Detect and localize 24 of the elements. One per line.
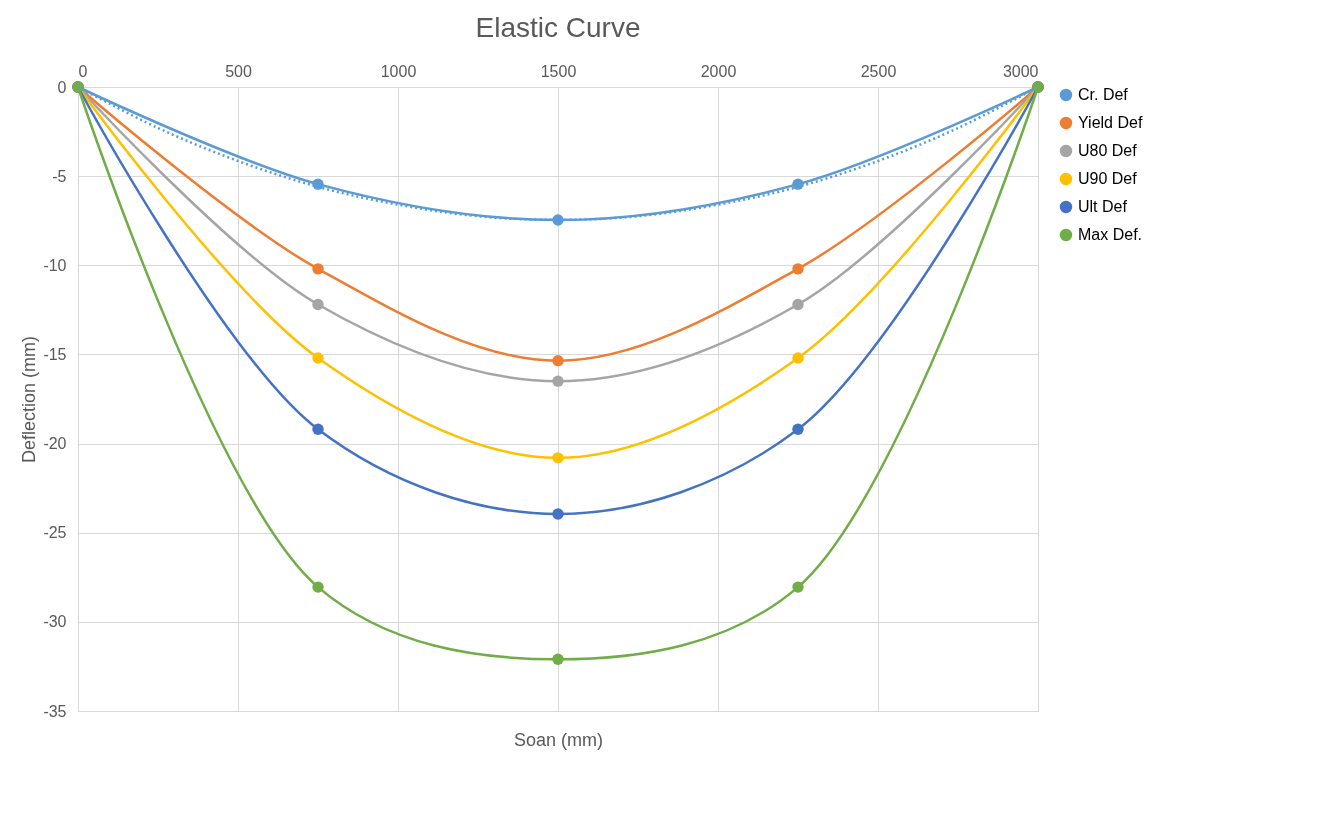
y-tick-label: -20 [43, 435, 67, 453]
legend-label: Yield Def [1078, 114, 1143, 131]
x-tick-label: 1500 [540, 62, 577, 80]
chart-title: Elastic Curve [475, 12, 641, 43]
legend-label: Max Def. [1078, 226, 1143, 243]
y-axis-title: Deflection (mm) [19, 335, 40, 464]
y-tick-label: 0 [57, 78, 67, 96]
legend-label: Cr. Def [1078, 86, 1129, 103]
x-axis-title: Soan (mm) [513, 729, 604, 750]
y-tick-label: -25 [43, 524, 67, 542]
legend-label: U80 Def [1078, 142, 1138, 159]
y-tick-label: -10 [43, 256, 67, 274]
legend-label: Ult Def [1078, 198, 1128, 215]
y-tick-label: -35 [43, 702, 67, 720]
x-tick-label: 1000 [380, 62, 417, 80]
x-tick-label: 2000 [700, 62, 737, 80]
y-tick-label: -15 [43, 345, 67, 363]
x-tick-label: 2500 [860, 62, 897, 80]
x-tick-label: 0 [78, 62, 88, 80]
y-tick-label: -5 [52, 167, 67, 185]
x-tick-label: 500 [225, 62, 252, 80]
x-tick-label: 3000 [1002, 62, 1039, 80]
y-tick-label: -30 [43, 613, 67, 631]
legend-label: U90 Def [1078, 170, 1138, 187]
